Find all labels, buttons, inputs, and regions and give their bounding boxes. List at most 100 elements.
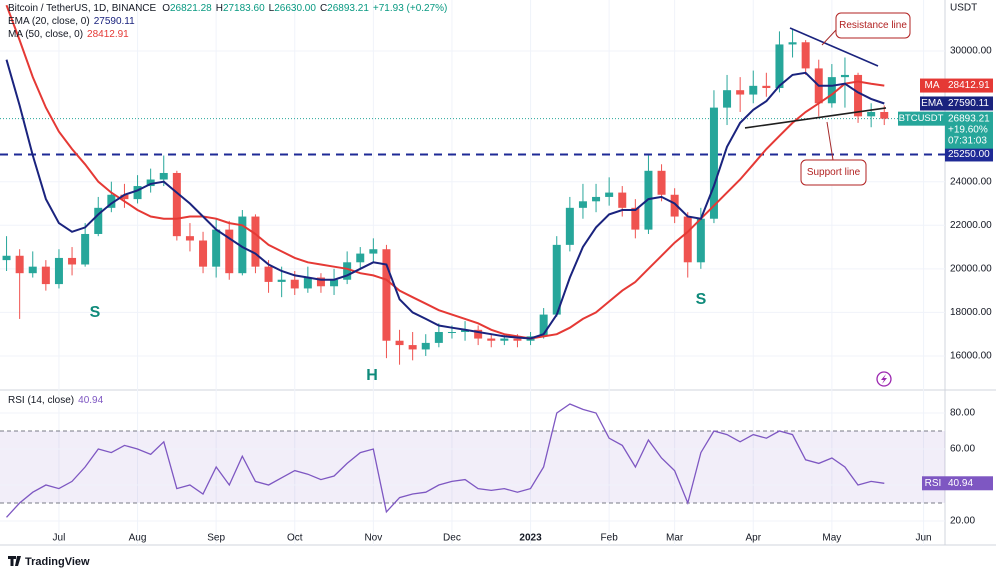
series-tag [920, 96, 945, 111]
price-tag-symbol: BTCUSDT [899, 113, 944, 124]
legend-entry: EMA (20, close, 0) 27590.11 [8, 16, 135, 27]
candle-body [238, 216, 247, 274]
rsi-tag [922, 476, 945, 491]
series-badge [945, 78, 993, 93]
candle-body [68, 257, 77, 265]
symbol-title: Bitcoin / TetherUS, 1D, BINANCE [8, 3, 157, 14]
bolt[interactable] [881, 374, 887, 384]
candle-body [500, 338, 509, 341]
candle-body [801, 42, 810, 69]
candle-body [146, 179, 155, 187]
candle-body [696, 218, 705, 263]
y-tick-label: 24000.00 [950, 176, 992, 187]
series-tag [920, 78, 945, 93]
footer: TradingView [25, 556, 90, 568]
series-tag-name: MA [925, 80, 940, 91]
y-tick-label: 30000.00 [950, 46, 992, 57]
y-tick-label: 16000.00 [950, 351, 992, 362]
x-tick-label: May [822, 533, 841, 544]
rsi-tick-label: 80.00 [950, 408, 975, 419]
x-tick-label: Feb [601, 533, 619, 544]
candle-body [683, 216, 692, 263]
candle-body [330, 279, 339, 287]
candle-body [474, 329, 483, 339]
bolt-icon[interactable] [876, 371, 892, 387]
bolt-circle[interactable] [876, 371, 892, 387]
ma-line [5, 4, 885, 340]
candle-body [225, 229, 234, 274]
x-tick-label: Jun [915, 533, 931, 544]
y-unit: USDT [950, 3, 977, 14]
price-badge-value: 26893.21 [948, 113, 990, 124]
candle-body [762, 85, 771, 89]
price-badge-change: +19.60% [948, 124, 988, 135]
candle-body [461, 329, 470, 333]
level-label: 25250.00 [948, 149, 990, 160]
candle-body [565, 207, 574, 245]
x-tick-label: Sep [207, 533, 225, 544]
ohlc-key: H [216, 3, 223, 14]
candle-body [827, 77, 836, 104]
candle-body [487, 338, 496, 341]
ohlc-key: C [320, 3, 327, 14]
rsi-badge-value: 40.94 [948, 478, 973, 489]
candle-body [199, 240, 208, 267]
candle-body [513, 338, 522, 341]
legend-title: Bitcoin / TetherUS, 1D, BINANCE O26821.28… [8, 3, 447, 14]
candle-body [343, 262, 352, 280]
candle-body [2, 255, 11, 261]
rsi-tag-name: RSI [925, 478, 942, 489]
candle-body [631, 207, 640, 230]
callout-line [821, 29, 837, 46]
series-badge-value: 28412.91 [948, 80, 990, 91]
ohlc-value: 26893.21 [327, 3, 369, 14]
candle-body [172, 172, 181, 237]
candle-body [395, 340, 404, 346]
candle-body [618, 192, 627, 208]
price-badge [945, 111, 993, 149]
callout-box [800, 159, 867, 186]
candle-body [657, 170, 666, 195]
candle-body [212, 229, 221, 267]
candle-body [159, 172, 168, 180]
candle-body [290, 279, 299, 289]
callout-line [826, 121, 834, 161]
legend-name: EMA (20, close, 0) [8, 16, 90, 27]
candle-body [120, 194, 129, 200]
legend-entry: MA (50, close, 0) 28412.91 [8, 29, 129, 40]
trendline [744, 107, 887, 129]
candle-body [133, 186, 142, 200]
candle-body [41, 266, 50, 285]
candle-body [578, 201, 587, 208]
x-tick-label: Aug [129, 533, 147, 544]
rsi-value: 40.94 [78, 395, 103, 406]
legend-name: MA (50, close, 0) [8, 29, 83, 40]
rsi-band [0, 431, 945, 503]
ma-line [5, 59, 885, 340]
series-tag-name: EMA [921, 98, 943, 109]
callout-box [835, 12, 911, 39]
y-tick-label: 22000.00 [950, 220, 992, 231]
candle-body [605, 192, 614, 197]
change: +71.93 (+0.27%) [373, 3, 448, 14]
candle-body [736, 90, 745, 95]
candle-body [15, 255, 24, 274]
candle-body [723, 90, 732, 108]
level-badge [945, 147, 993, 162]
legend-value: 28412.91 [87, 29, 129, 40]
x-tick-label: Oct [287, 533, 303, 544]
rsi-tick-label: 60.00 [950, 444, 975, 455]
candle-body [709, 107, 718, 219]
candle-body [94, 207, 103, 234]
candle-body [303, 277, 312, 289]
ohlc-key: L [269, 3, 275, 14]
candle-body [408, 345, 417, 350]
candle-body [185, 236, 194, 241]
ohlc-value: 26821.28 [170, 3, 212, 14]
legend-value: 27590.11 [94, 16, 135, 27]
candle-body [264, 266, 273, 282]
candle-body [316, 277, 325, 287]
pattern-label: H [366, 367, 378, 384]
rsi-tick-label: 20.00 [950, 516, 975, 527]
rsi-legend: RSI (14, close) 40.94 [8, 395, 104, 406]
